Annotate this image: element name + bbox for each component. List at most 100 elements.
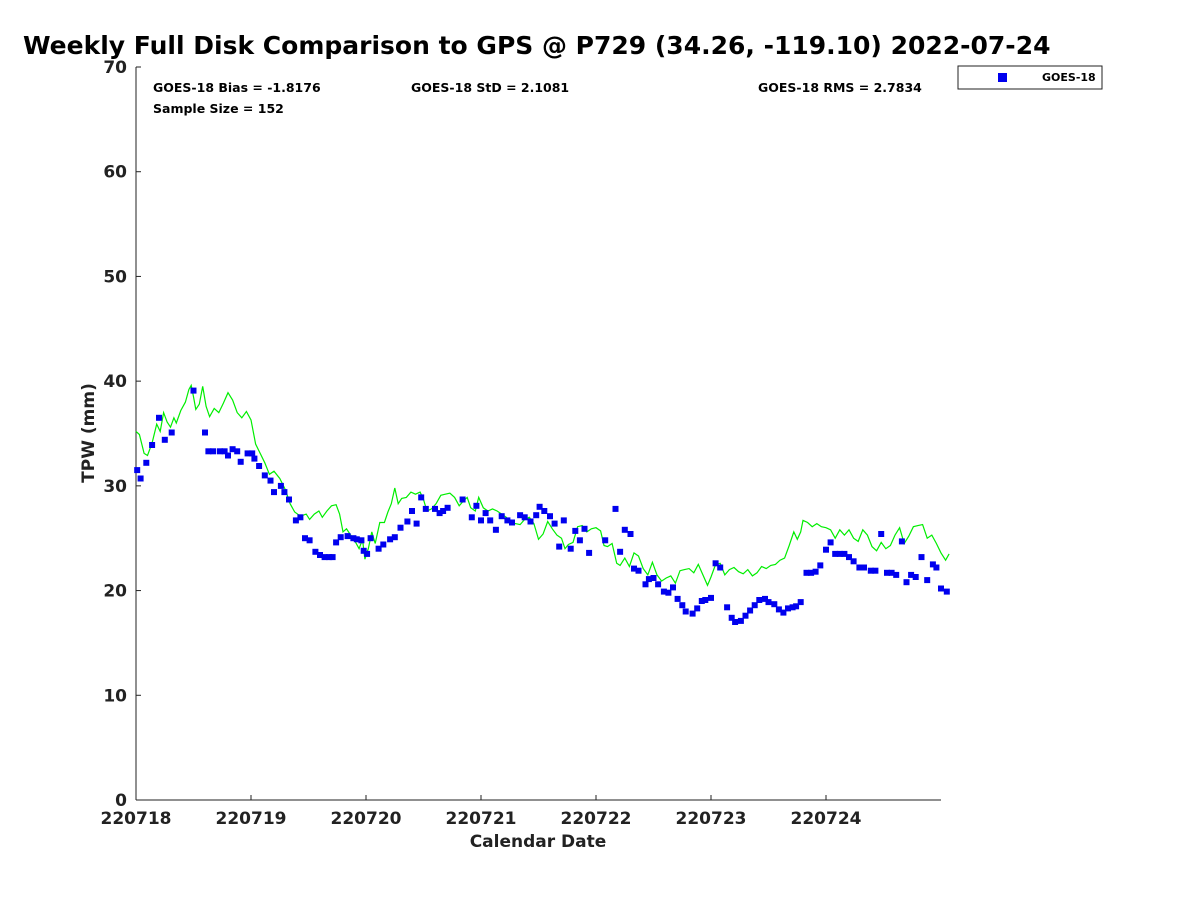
goes18-point (271, 489, 277, 496)
goes18-point (631, 565, 637, 572)
goes18-point (732, 619, 739, 625)
legend-box (957, 65, 1103, 90)
goes18-point (397, 524, 404, 531)
goes18-point (938, 585, 944, 592)
y-tick-label: 40 (103, 372, 127, 392)
plot-background (136, 67, 941, 800)
goes18-point (635, 567, 642, 574)
goes18-point (708, 594, 714, 601)
goes18-point (586, 549, 593, 556)
goes18-point (627, 531, 634, 537)
goes18-point (867, 567, 874, 574)
plot-area (135, 67, 941, 801)
goes18-point (547, 513, 553, 520)
goes18-point (221, 448, 228, 455)
y-tick-label: 50 (103, 267, 127, 287)
goes18-point (551, 520, 558, 527)
x-axis-ticks: 220718 220719 220720 220721 220722 220723 2207… (101, 795, 862, 829)
goes18-point (360, 547, 367, 554)
goes18-point (793, 603, 800, 610)
goes18-point (333, 539, 340, 546)
goes18-point (765, 599, 772, 606)
goes18-point (168, 429, 175, 436)
x-tick-label: 220724 (791, 809, 862, 829)
goes18-point (527, 518, 534, 525)
goes18-point (387, 536, 394, 543)
goes18-point (694, 605, 701, 612)
goes18-point (358, 537, 365, 544)
goes18-point (210, 448, 217, 455)
goes18-point (712, 560, 719, 567)
legend-marker-goes18 (998, 73, 1007, 82)
goes18-point (249, 450, 256, 457)
goes18-point (216, 448, 223, 455)
goes18-point (337, 534, 344, 541)
goes18-point (329, 554, 336, 561)
goes18-point (689, 610, 696, 617)
goes18-point (504, 517, 511, 524)
goes18-point (364, 550, 371, 557)
bias-stat: GOES-18 Bias = -1.8176 (153, 80, 321, 95)
y-tick-label: 0 (115, 791, 127, 811)
goes18-point (306, 537, 313, 544)
goes18-point (261, 472, 268, 479)
goes18-point (375, 545, 382, 552)
goes18-point (312, 548, 319, 555)
goes18-point (670, 584, 676, 591)
goes18-point (724, 604, 731, 611)
goes18-point (468, 514, 475, 521)
goes18-point (812, 568, 819, 575)
goes18-point (747, 607, 754, 614)
goes18-point (817, 562, 824, 569)
goes18-point (380, 541, 387, 548)
goes18-point (492, 526, 499, 533)
goes18-point (861, 564, 867, 571)
goes18-point (808, 569, 815, 576)
goes18-point (884, 569, 890, 576)
goes18-point (353, 536, 360, 543)
goes18-point (698, 598, 705, 604)
goes18-point (234, 448, 241, 455)
goes18-point (541, 508, 548, 514)
goes18-point (665, 589, 672, 596)
goes18-point (413, 520, 420, 527)
goes18-point (702, 597, 709, 603)
goes18-point (432, 505, 438, 512)
x-tick-label: 220722 (561, 809, 632, 829)
goes18-point (737, 617, 744, 624)
goes18-series (134, 387, 950, 625)
goes18-point (404, 518, 411, 525)
goes18-point (602, 537, 609, 544)
goes18-point (903, 579, 910, 586)
goes18-point (536, 503, 543, 510)
goes18-point (567, 545, 574, 552)
goes18-point (286, 496, 292, 503)
goes18-point (655, 581, 662, 588)
goes18-point (344, 533, 351, 540)
goes18-point (205, 448, 212, 455)
goes18-point (872, 567, 879, 574)
goes18-point (912, 574, 919, 580)
goes18-point (929, 561, 936, 568)
goes18-point (893, 571, 900, 578)
y-tick-label: 70 (103, 58, 127, 78)
goes18-point (281, 489, 288, 496)
goes18-point (762, 595, 768, 602)
goes18-point (560, 517, 567, 524)
goes18-point (237, 458, 244, 465)
goes18-point (436, 510, 443, 517)
y-axis-ticks: 0 10 20 30 40 50 60 70 (103, 58, 141, 811)
goes18-point (674, 595, 681, 602)
goes18-point (918, 554, 925, 561)
goes18-point (418, 494, 425, 501)
goes18-point (898, 538, 905, 545)
chart-title: Weekly Full Disk Comparison to GPS @ P72… (23, 31, 1050, 60)
y-axis-title: TPW (mm) (79, 383, 99, 483)
legend-label-goes18: GOES-18 (1042, 71, 1096, 84)
goes18-point (617, 548, 624, 555)
goes18-point (612, 505, 619, 512)
goes18-point (297, 514, 304, 521)
goes18-point (645, 576, 652, 583)
goes18-point (517, 512, 524, 519)
goes18-point (487, 517, 494, 524)
